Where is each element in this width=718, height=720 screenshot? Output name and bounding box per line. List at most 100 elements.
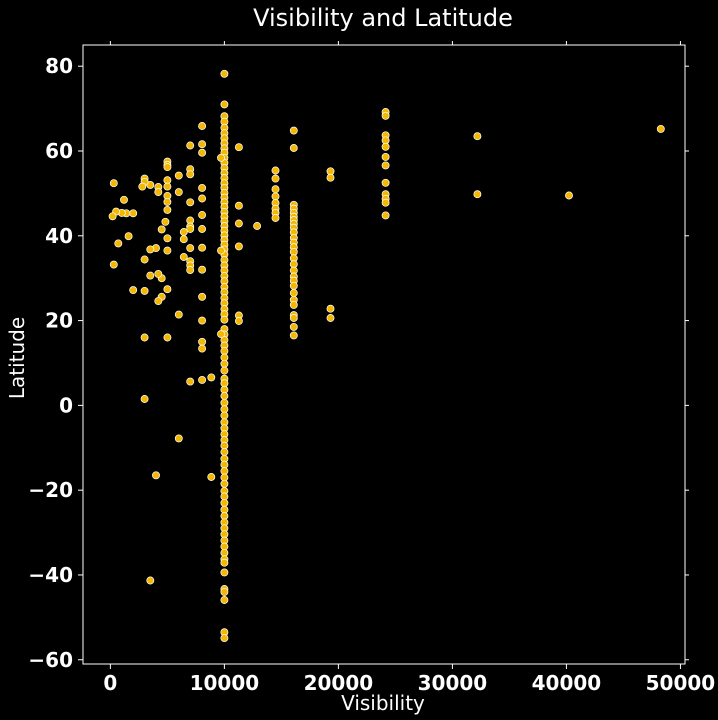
data-point xyxy=(381,111,390,120)
x-tick-label: 0 xyxy=(103,671,117,695)
data-point xyxy=(124,232,133,241)
data-point xyxy=(198,194,207,203)
data-point xyxy=(326,314,335,322)
data-point xyxy=(220,558,229,567)
data-point xyxy=(179,253,188,261)
data-point xyxy=(163,197,172,206)
data-point xyxy=(220,479,229,488)
axis-ticks: 0 10000 20000 30000 40000 50000 −60 −40 −20 0 20 40… xyxy=(28,41,715,695)
data-point xyxy=(140,333,149,342)
data-point xyxy=(140,286,149,295)
data-point xyxy=(198,225,207,233)
y-tick-label: 20 xyxy=(45,309,73,333)
data-point xyxy=(289,331,298,340)
data-point xyxy=(163,205,172,214)
data-point xyxy=(198,140,207,149)
data-point xyxy=(381,198,390,207)
data-point xyxy=(198,337,207,346)
data-point xyxy=(220,366,229,375)
data-point xyxy=(220,596,229,604)
data-point xyxy=(163,246,172,255)
data-point xyxy=(174,171,183,180)
data-point xyxy=(198,122,207,130)
y-axis-label: Latitude xyxy=(5,317,29,399)
data-point xyxy=(289,289,298,297)
data-point xyxy=(146,576,155,585)
data-point xyxy=(326,173,335,182)
data-point xyxy=(220,100,229,109)
y-tick-label: −60 xyxy=(28,648,73,672)
data-point xyxy=(220,634,229,643)
data-point xyxy=(146,245,155,254)
data-point xyxy=(198,344,207,353)
data-point xyxy=(220,568,229,577)
data-point xyxy=(186,377,195,386)
data-point xyxy=(234,143,243,152)
data-point xyxy=(152,471,160,480)
data-point xyxy=(163,285,172,294)
data-point xyxy=(198,183,207,192)
data-point xyxy=(220,359,229,368)
data-point xyxy=(253,222,262,230)
data-point xyxy=(656,124,665,133)
data-point xyxy=(198,316,207,325)
data-point xyxy=(198,292,207,301)
data-point xyxy=(220,498,229,507)
data-point xyxy=(146,271,155,280)
x-axis-label: Visibility xyxy=(341,691,425,715)
data-point xyxy=(217,246,225,255)
data-point xyxy=(154,269,163,278)
x-tick-label: 50000 xyxy=(646,671,716,695)
data-point xyxy=(129,286,138,295)
data-point xyxy=(271,174,280,183)
data-point xyxy=(174,310,183,319)
data-point xyxy=(140,255,149,264)
data-point xyxy=(381,152,390,161)
data-point xyxy=(186,141,195,150)
data-point xyxy=(198,265,207,274)
data-point xyxy=(289,126,298,135)
data-point xyxy=(381,161,390,170)
data-point xyxy=(207,373,216,382)
data-point xyxy=(217,330,225,339)
data-point xyxy=(234,219,243,228)
data-point xyxy=(114,239,123,248)
data-point xyxy=(234,201,243,210)
data-point xyxy=(234,242,243,251)
data-point xyxy=(207,473,216,481)
data-point xyxy=(161,217,170,226)
data-point xyxy=(186,225,195,233)
data-point xyxy=(220,587,229,596)
data-point xyxy=(109,260,118,269)
x-tick-label: 40000 xyxy=(532,671,602,695)
y-tick-label: 0 xyxy=(59,393,73,417)
data-point xyxy=(289,322,298,331)
data-point xyxy=(289,144,298,152)
data-point xyxy=(220,392,229,400)
data-point xyxy=(565,191,573,200)
data-point xyxy=(186,266,195,275)
data-point xyxy=(381,178,390,187)
data-point xyxy=(163,234,172,243)
data-point xyxy=(473,190,482,199)
data-point xyxy=(120,195,128,204)
y-tick-label: 40 xyxy=(45,224,73,248)
data-point xyxy=(198,148,207,157)
plot-area xyxy=(82,44,686,665)
y-tick-label: 80 xyxy=(45,54,73,78)
data-point xyxy=(186,170,195,179)
data-point xyxy=(326,304,335,313)
data-point xyxy=(289,300,298,309)
y-tick-label: −40 xyxy=(28,563,73,587)
x-tick-label: 20000 xyxy=(304,671,374,695)
x-tick-label: 30000 xyxy=(418,671,488,695)
data-point xyxy=(163,182,172,191)
data-point xyxy=(157,225,166,234)
data-point xyxy=(138,182,147,191)
data-point xyxy=(234,317,243,325)
data-point xyxy=(381,142,390,151)
data-point xyxy=(271,185,280,194)
data-point xyxy=(179,235,188,244)
data-point xyxy=(271,192,280,201)
data-points xyxy=(108,69,665,643)
